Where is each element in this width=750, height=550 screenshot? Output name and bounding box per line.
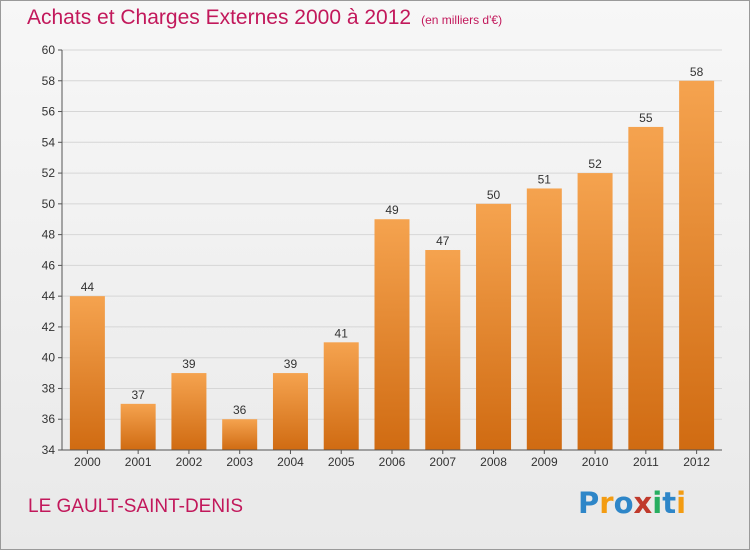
logo-letter: t bbox=[662, 486, 677, 520]
y-tick-label: 50 bbox=[42, 197, 56, 211]
x-tick-label: 2001 bbox=[125, 455, 152, 469]
y-tick-label: 36 bbox=[42, 412, 56, 426]
bar-2011 bbox=[628, 126, 664, 450]
x-tick-label: 2000 bbox=[74, 455, 101, 469]
logo-letter: i bbox=[652, 486, 663, 520]
bar-2003 bbox=[222, 419, 258, 450]
x-tick-label: 2012 bbox=[683, 455, 710, 469]
y-tick-label: 60 bbox=[42, 43, 56, 57]
bar-2008 bbox=[476, 203, 512, 450]
x-tick-label: 2011 bbox=[633, 455, 659, 469]
data-label-2000: 44 bbox=[81, 280, 95, 294]
bar-2012 bbox=[679, 80, 715, 451]
y-tick-label: 34 bbox=[42, 443, 56, 457]
bar-2005 bbox=[323, 342, 359, 450]
y-tick-label: 44 bbox=[42, 289, 56, 303]
logo-letter: r bbox=[599, 486, 614, 520]
data-label-2008: 50 bbox=[487, 188, 501, 202]
data-label-2005: 41 bbox=[335, 326, 349, 340]
data-label-2002: 39 bbox=[182, 357, 196, 371]
proxiti-logo: Proxiti bbox=[578, 486, 686, 520]
chart-title: Achats et Charges Externes 2000 à 2012 (e… bbox=[27, 6, 502, 30]
y-tick-label: 46 bbox=[42, 258, 56, 272]
x-tick-label: 2004 bbox=[277, 455, 304, 469]
y-tick-label: 56 bbox=[42, 105, 56, 119]
title-unit: (en milliers d'€) bbox=[421, 13, 503, 27]
bar-2007 bbox=[425, 250, 461, 450]
y-tick-label: 54 bbox=[42, 135, 56, 149]
bar-2004 bbox=[272, 373, 308, 450]
x-tick-label: 2010 bbox=[582, 455, 609, 469]
data-label-2010: 52 bbox=[588, 157, 602, 171]
x-tick-label: 2006 bbox=[379, 455, 406, 469]
y-tick-label: 38 bbox=[42, 381, 56, 395]
data-label-2006: 49 bbox=[385, 203, 399, 217]
y-tick-label: 58 bbox=[42, 74, 56, 88]
data-label-2012: 58 bbox=[690, 65, 704, 79]
bar-2002 bbox=[171, 373, 207, 450]
bar-2001 bbox=[120, 403, 156, 450]
logo-letter: P bbox=[578, 486, 600, 520]
y-tick-label: 42 bbox=[42, 320, 56, 334]
bar-2000 bbox=[69, 296, 105, 450]
location-label: LE GAULT-SAINT-DENIS bbox=[28, 496, 244, 517]
x-tick-label: 2005 bbox=[328, 455, 355, 469]
data-label-2007: 47 bbox=[436, 234, 450, 248]
y-tick-label: 40 bbox=[42, 351, 56, 365]
bar-2009 bbox=[526, 188, 562, 450]
data-label-2001: 37 bbox=[131, 388, 145, 402]
x-tick-label: 2003 bbox=[226, 455, 253, 469]
x-tick-label: 2008 bbox=[480, 455, 507, 469]
data-label-2003: 36 bbox=[233, 403, 247, 417]
bar-2010 bbox=[577, 173, 613, 451]
data-label-2009: 51 bbox=[538, 172, 552, 186]
logo-letter: x bbox=[633, 486, 653, 520]
bar-2006 bbox=[374, 219, 410, 450]
logo-letter: o bbox=[613, 486, 634, 520]
x-tick-label: 2007 bbox=[429, 455, 456, 469]
title-text: Achats et Charges Externes 2000 à 2012 bbox=[27, 6, 412, 29]
x-tick-label: 2009 bbox=[531, 455, 558, 469]
y-tick-label: 48 bbox=[42, 228, 56, 242]
data-label-2004: 39 bbox=[284, 357, 298, 371]
y-tick-label: 52 bbox=[42, 166, 56, 180]
logo-letter: i bbox=[676, 486, 687, 520]
x-tick-label: 2002 bbox=[176, 455, 203, 469]
data-label-2011: 55 bbox=[639, 111, 653, 125]
